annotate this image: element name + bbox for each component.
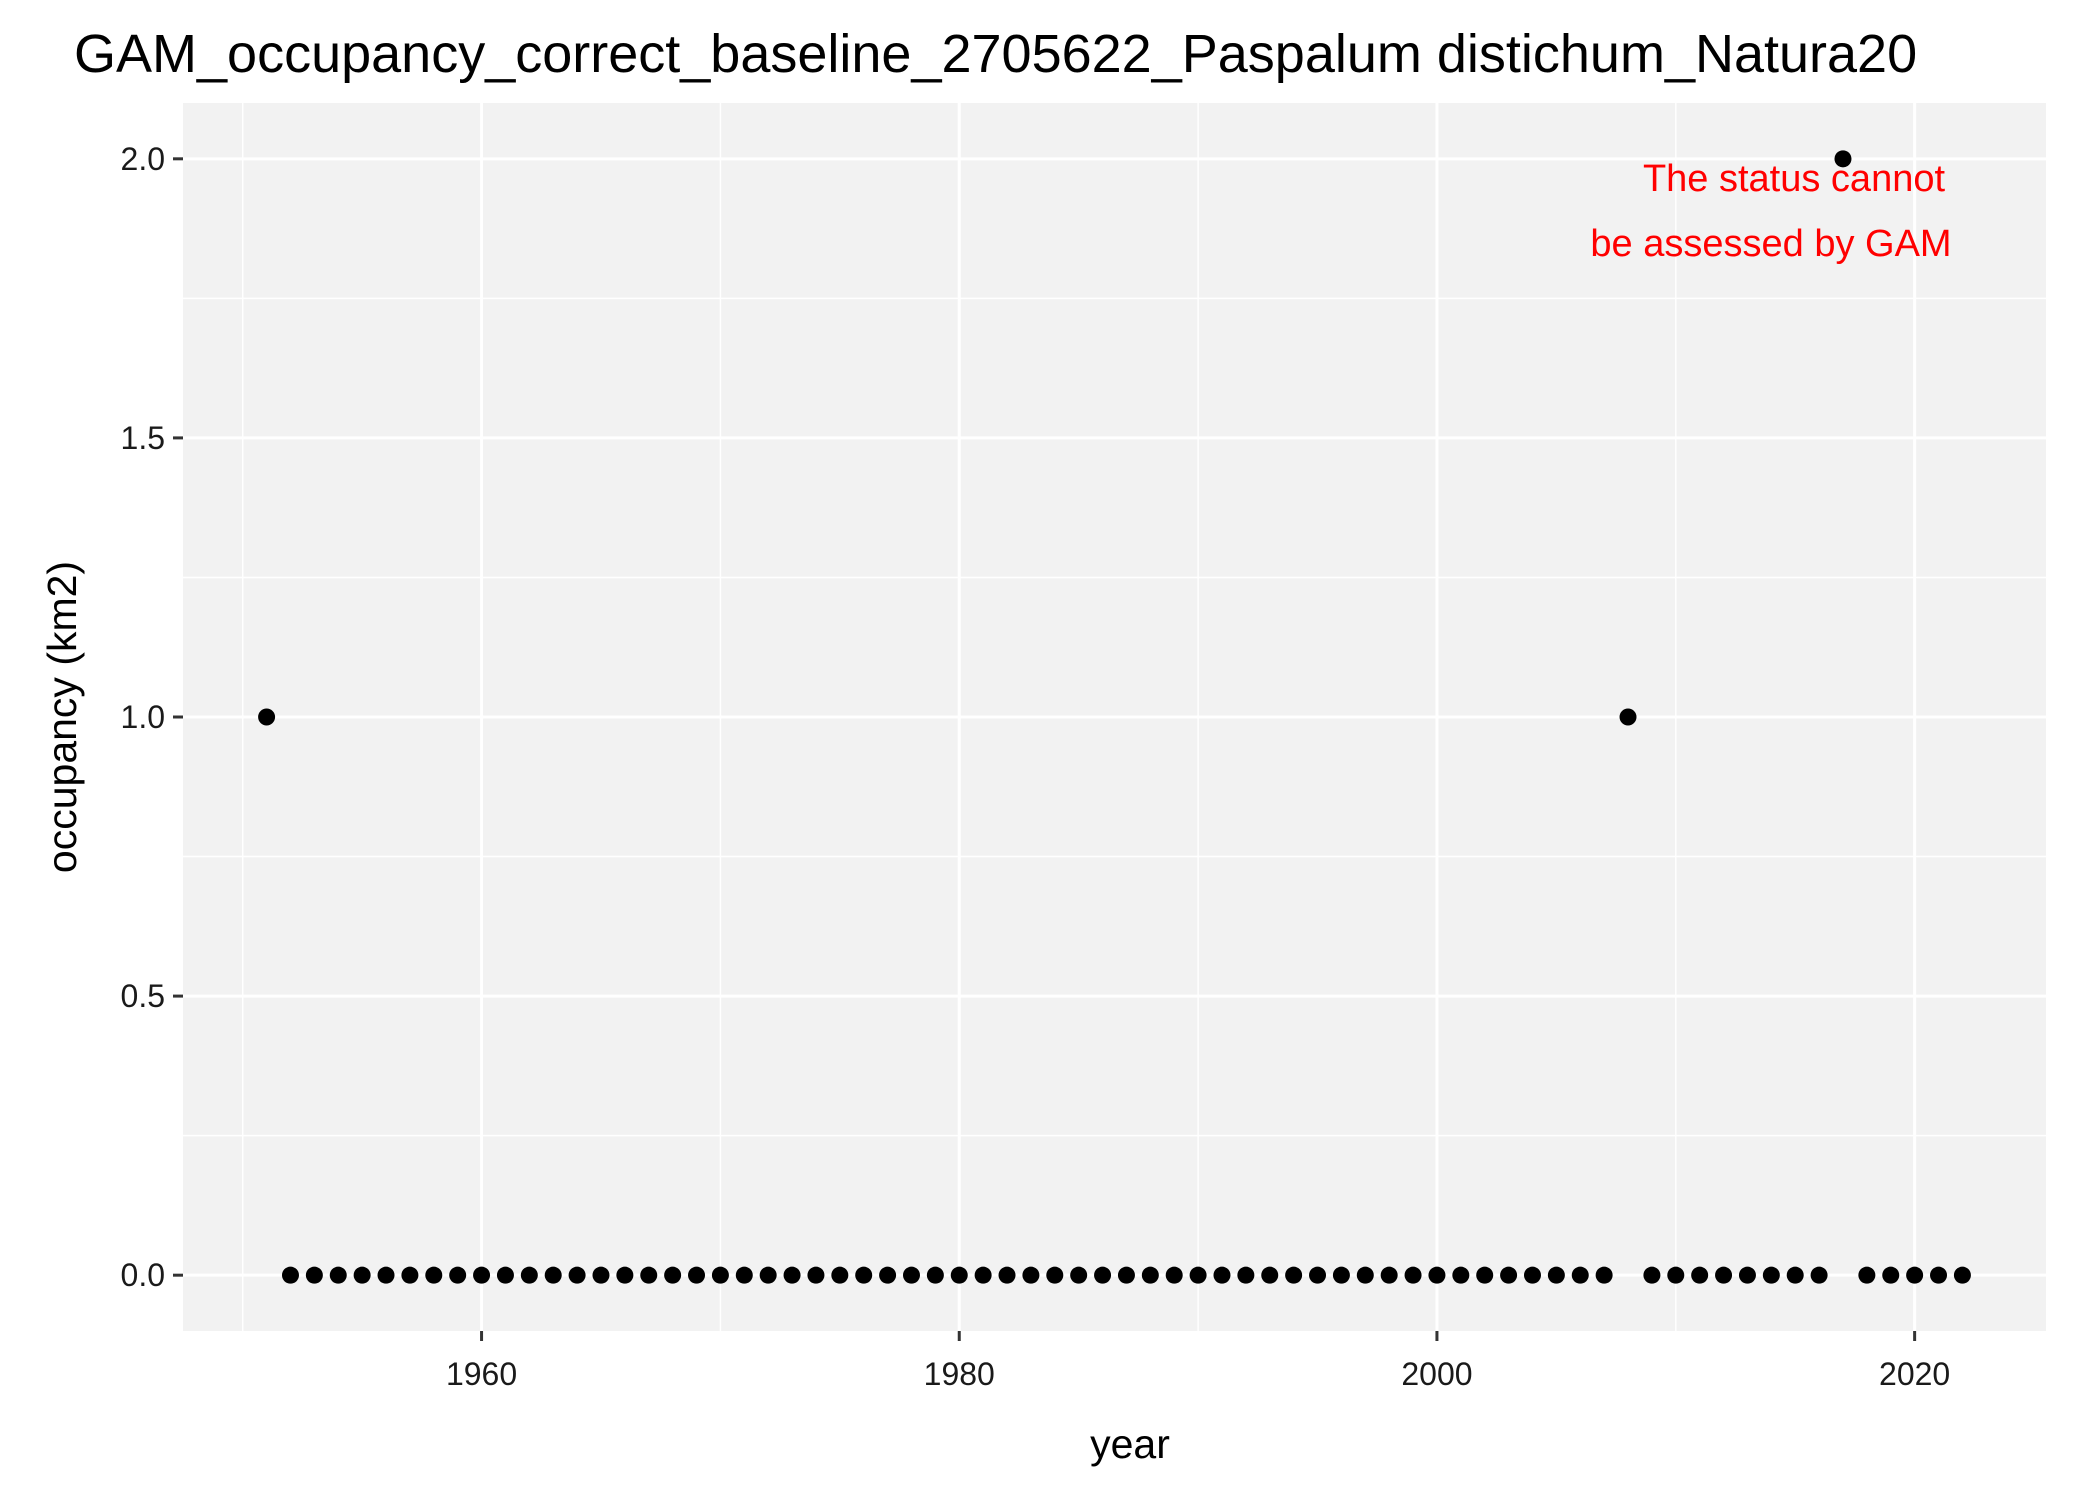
data-point: [950, 1266, 968, 1284]
data-point: [1356, 1266, 1374, 1284]
data-point: [711, 1266, 729, 1284]
data-point: [807, 1266, 825, 1284]
data-point: [1930, 1266, 1948, 1284]
chart-title: GAM_occupancy_correct_baseline_2705622_P…: [74, 24, 1917, 84]
data-point: [1953, 1266, 1971, 1284]
annotation-line-1: The status cannot: [1643, 158, 1946, 200]
data-point: [1452, 1266, 1470, 1284]
y-axis-title: occupancy (km2): [39, 561, 85, 873]
y-tick-label: 2.0: [121, 141, 165, 177]
data-point: [1237, 1266, 1255, 1284]
data-points: [258, 150, 1971, 1284]
data-point: [640, 1266, 658, 1284]
data-point: [1523, 1266, 1541, 1284]
status-annotation: The status cannot be assessed by GAM: [1590, 158, 1951, 265]
data-point: [1165, 1266, 1183, 1284]
data-point: [305, 1266, 323, 1284]
data-point: [759, 1266, 777, 1284]
data-point: [1571, 1266, 1589, 1284]
data-point: [926, 1266, 944, 1284]
data-point: [568, 1266, 586, 1284]
data-point: [735, 1266, 753, 1284]
data-point: [1261, 1266, 1279, 1284]
data-point: [616, 1266, 634, 1284]
data-point: [1762, 1266, 1780, 1284]
data-point: [473, 1266, 491, 1284]
data-point: [1595, 1266, 1613, 1284]
annotation-line-2: be assessed by GAM: [1590, 223, 1951, 265]
data-point: [1858, 1266, 1876, 1284]
data-point: [592, 1266, 610, 1284]
data-point: [496, 1266, 514, 1284]
data-point: [1834, 150, 1852, 168]
y-tick-label: 1.0: [121, 699, 165, 735]
data-point: [1213, 1266, 1231, 1284]
data-point: [1022, 1266, 1040, 1284]
data-point: [998, 1266, 1016, 1284]
x-axis-title: year: [1090, 1421, 1170, 1467]
data-point: [1046, 1266, 1064, 1284]
data-point: [1070, 1266, 1088, 1284]
data-point: [449, 1266, 467, 1284]
data-point: [401, 1266, 419, 1284]
data-point: [1619, 708, 1637, 726]
data-point: [329, 1266, 347, 1284]
data-point: [855, 1266, 873, 1284]
data-point: [1667, 1266, 1685, 1284]
data-point: [1500, 1266, 1518, 1284]
data-point: [783, 1266, 801, 1284]
data-point: [1380, 1266, 1398, 1284]
data-point: [1428, 1266, 1446, 1284]
data-point: [1141, 1266, 1159, 1284]
y-tick-label: 1.5: [121, 420, 165, 456]
data-point: [1715, 1266, 1733, 1284]
data-point: [974, 1266, 992, 1284]
data-point: [1906, 1266, 1924, 1284]
data-point: [353, 1266, 371, 1284]
data-point: [1189, 1266, 1207, 1284]
data-point: [1547, 1266, 1565, 1284]
data-point: [1285, 1266, 1303, 1284]
data-point: [1810, 1266, 1828, 1284]
data-point: [1786, 1266, 1804, 1284]
data-point: [258, 708, 276, 726]
data-point: [281, 1266, 299, 1284]
data-point: [1332, 1266, 1350, 1284]
data-point: [664, 1266, 682, 1284]
x-tick-label: 2020: [1879, 1356, 1950, 1392]
y-tick-label: 0.0: [121, 1257, 165, 1293]
data-point: [1643, 1266, 1661, 1284]
major-gridlines: [183, 103, 2046, 1331]
data-point: [1404, 1266, 1422, 1284]
y-axis: 0.0 0.5 1.0 1.5 2.0: [121, 141, 183, 1293]
data-point: [1094, 1266, 1112, 1284]
data-point: [544, 1266, 562, 1284]
y-tick-label: 0.5: [121, 978, 165, 1014]
data-point: [1117, 1266, 1135, 1284]
data-point: [1309, 1266, 1327, 1284]
data-point: [425, 1266, 443, 1284]
x-tick-label: 2000: [1401, 1356, 1472, 1392]
data-point: [377, 1266, 395, 1284]
x-axis: 1960 1980 2000 2020: [446, 1331, 1950, 1392]
data-point: [1738, 1266, 1756, 1284]
data-point: [1476, 1266, 1494, 1284]
data-point: [1882, 1266, 1900, 1284]
data-point: [520, 1266, 538, 1284]
data-point: [879, 1266, 897, 1284]
x-tick-label: 1960: [446, 1356, 517, 1392]
x-tick-label: 1980: [924, 1356, 995, 1392]
data-point: [902, 1266, 920, 1284]
data-point: [831, 1266, 849, 1284]
data-point: [688, 1266, 706, 1284]
data-point: [1691, 1266, 1709, 1284]
